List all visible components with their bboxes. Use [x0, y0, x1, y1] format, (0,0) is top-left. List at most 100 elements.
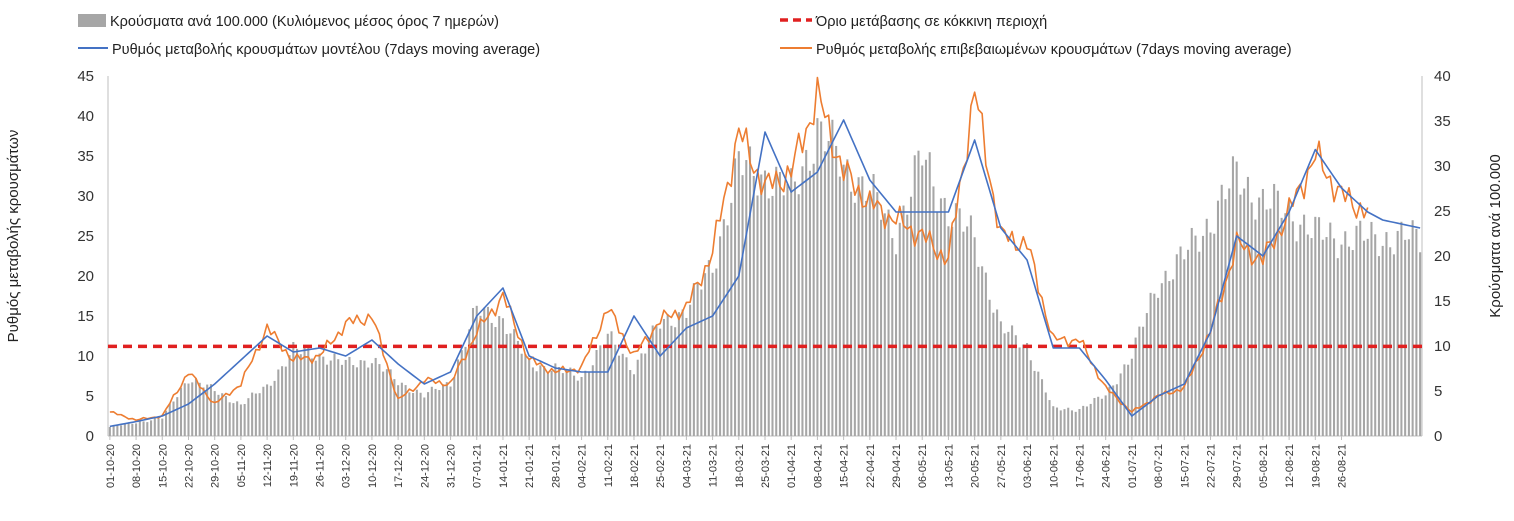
- bar: [1115, 384, 1118, 436]
- bar: [730, 202, 733, 436]
- bar: [763, 170, 767, 437]
- bar: [666, 314, 669, 436]
- bar: [659, 328, 662, 436]
- x-tick-label: 22-10-20: [183, 444, 195, 488]
- bar: [610, 331, 613, 436]
- bar: [573, 375, 576, 436]
- bar: [120, 425, 123, 436]
- bar: [662, 318, 665, 436]
- x-tick-label: 08-07-21: [1153, 444, 1165, 488]
- y-tick-label: 15: [77, 308, 94, 325]
- bar: [887, 209, 890, 436]
- bar: [1288, 199, 1291, 436]
- bar: [468, 329, 471, 436]
- x-tick-label: 08-10-20: [131, 444, 143, 488]
- bar: [1265, 209, 1268, 436]
- bar: [883, 213, 886, 436]
- bar: [464, 346, 467, 436]
- bar: [1198, 251, 1201, 436]
- bar: [1239, 194, 1242, 436]
- bar: [689, 304, 692, 436]
- bar: [1142, 326, 1145, 436]
- bar: [412, 392, 415, 436]
- bar: [621, 353, 624, 436]
- bar: [999, 321, 1002, 436]
- bar: [981, 266, 984, 436]
- bar: [528, 358, 531, 436]
- bar: [790, 168, 793, 436]
- bar: [1213, 233, 1216, 436]
- bar: [374, 357, 377, 436]
- bar: [348, 356, 351, 436]
- x-tick-label: 25-03-21: [760, 444, 772, 488]
- bar: [1018, 347, 1021, 436]
- bar: [674, 327, 677, 436]
- bar: [1183, 259, 1186, 436]
- bar: [1321, 239, 1324, 436]
- y-tick-label: 5: [86, 388, 94, 405]
- bar: [224, 396, 227, 436]
- bar: [651, 325, 654, 436]
- bar: [1160, 283, 1163, 436]
- bar: [239, 404, 242, 436]
- bar: [378, 364, 381, 436]
- bar: [962, 231, 965, 436]
- bar: [1347, 246, 1351, 436]
- y2-tick-label: 20: [1434, 248, 1451, 265]
- bar: [984, 272, 987, 436]
- bar: [247, 398, 250, 436]
- bar: [1082, 405, 1085, 436]
- bar: [876, 192, 879, 436]
- bar: [1314, 216, 1317, 436]
- bar: [1078, 409, 1081, 436]
- bar: [1201, 235, 1205, 436]
- bar: [820, 121, 823, 436]
- bar: [108, 427, 111, 436]
- x-tick-label: 17-06-21: [1074, 444, 1086, 488]
- bar: [786, 183, 789, 436]
- bar: [827, 140, 830, 437]
- x-tick-label: 19-11-20: [288, 444, 300, 487]
- bar: [370, 363, 373, 436]
- bar: [408, 392, 411, 436]
- bar: [1362, 240, 1365, 436]
- bar: [419, 392, 422, 436]
- bar: [535, 371, 538, 436]
- bar: [228, 402, 231, 436]
- bar: [531, 367, 534, 436]
- bar: [236, 401, 239, 436]
- bar: [951, 226, 954, 436]
- bar: [599, 345, 602, 436]
- x-tick-label: 10-06-21: [1048, 444, 1060, 488]
- bar: [146, 422, 149, 436]
- bar: [194, 378, 197, 436]
- bar: [340, 364, 343, 436]
- bar: [1164, 270, 1167, 436]
- bar: [1385, 232, 1388, 436]
- bar: [1190, 227, 1193, 436]
- bar: [1224, 199, 1227, 436]
- bar: [483, 307, 486, 436]
- bar: [801, 166, 804, 436]
- chart-legend: Κρούσματα ανά 100.000 (Κυλιόμενος μέσος …: [78, 14, 1292, 58]
- bar: [1157, 297, 1160, 436]
- x-tick-label: 12-08-21: [1284, 444, 1296, 488]
- bar: [176, 397, 179, 436]
- y-tick-label: 45: [77, 68, 94, 85]
- x-tick-label: 14-01-21: [498, 444, 510, 488]
- bar: [880, 219, 883, 436]
- bar: [846, 159, 849, 436]
- x-tick-label: 01-04-21: [786, 444, 798, 488]
- bar: [1067, 407, 1070, 436]
- bar: [576, 380, 579, 436]
- bar: [1340, 244, 1343, 436]
- y-tick-label: 30: [77, 188, 94, 205]
- bar: [127, 422, 130, 436]
- bar: [1250, 202, 1253, 436]
- bar: [1411, 220, 1414, 436]
- bar: [153, 418, 156, 436]
- bar: [198, 382, 201, 436]
- bar: [719, 236, 722, 436]
- bar: [996, 309, 999, 436]
- bar: [1108, 386, 1111, 436]
